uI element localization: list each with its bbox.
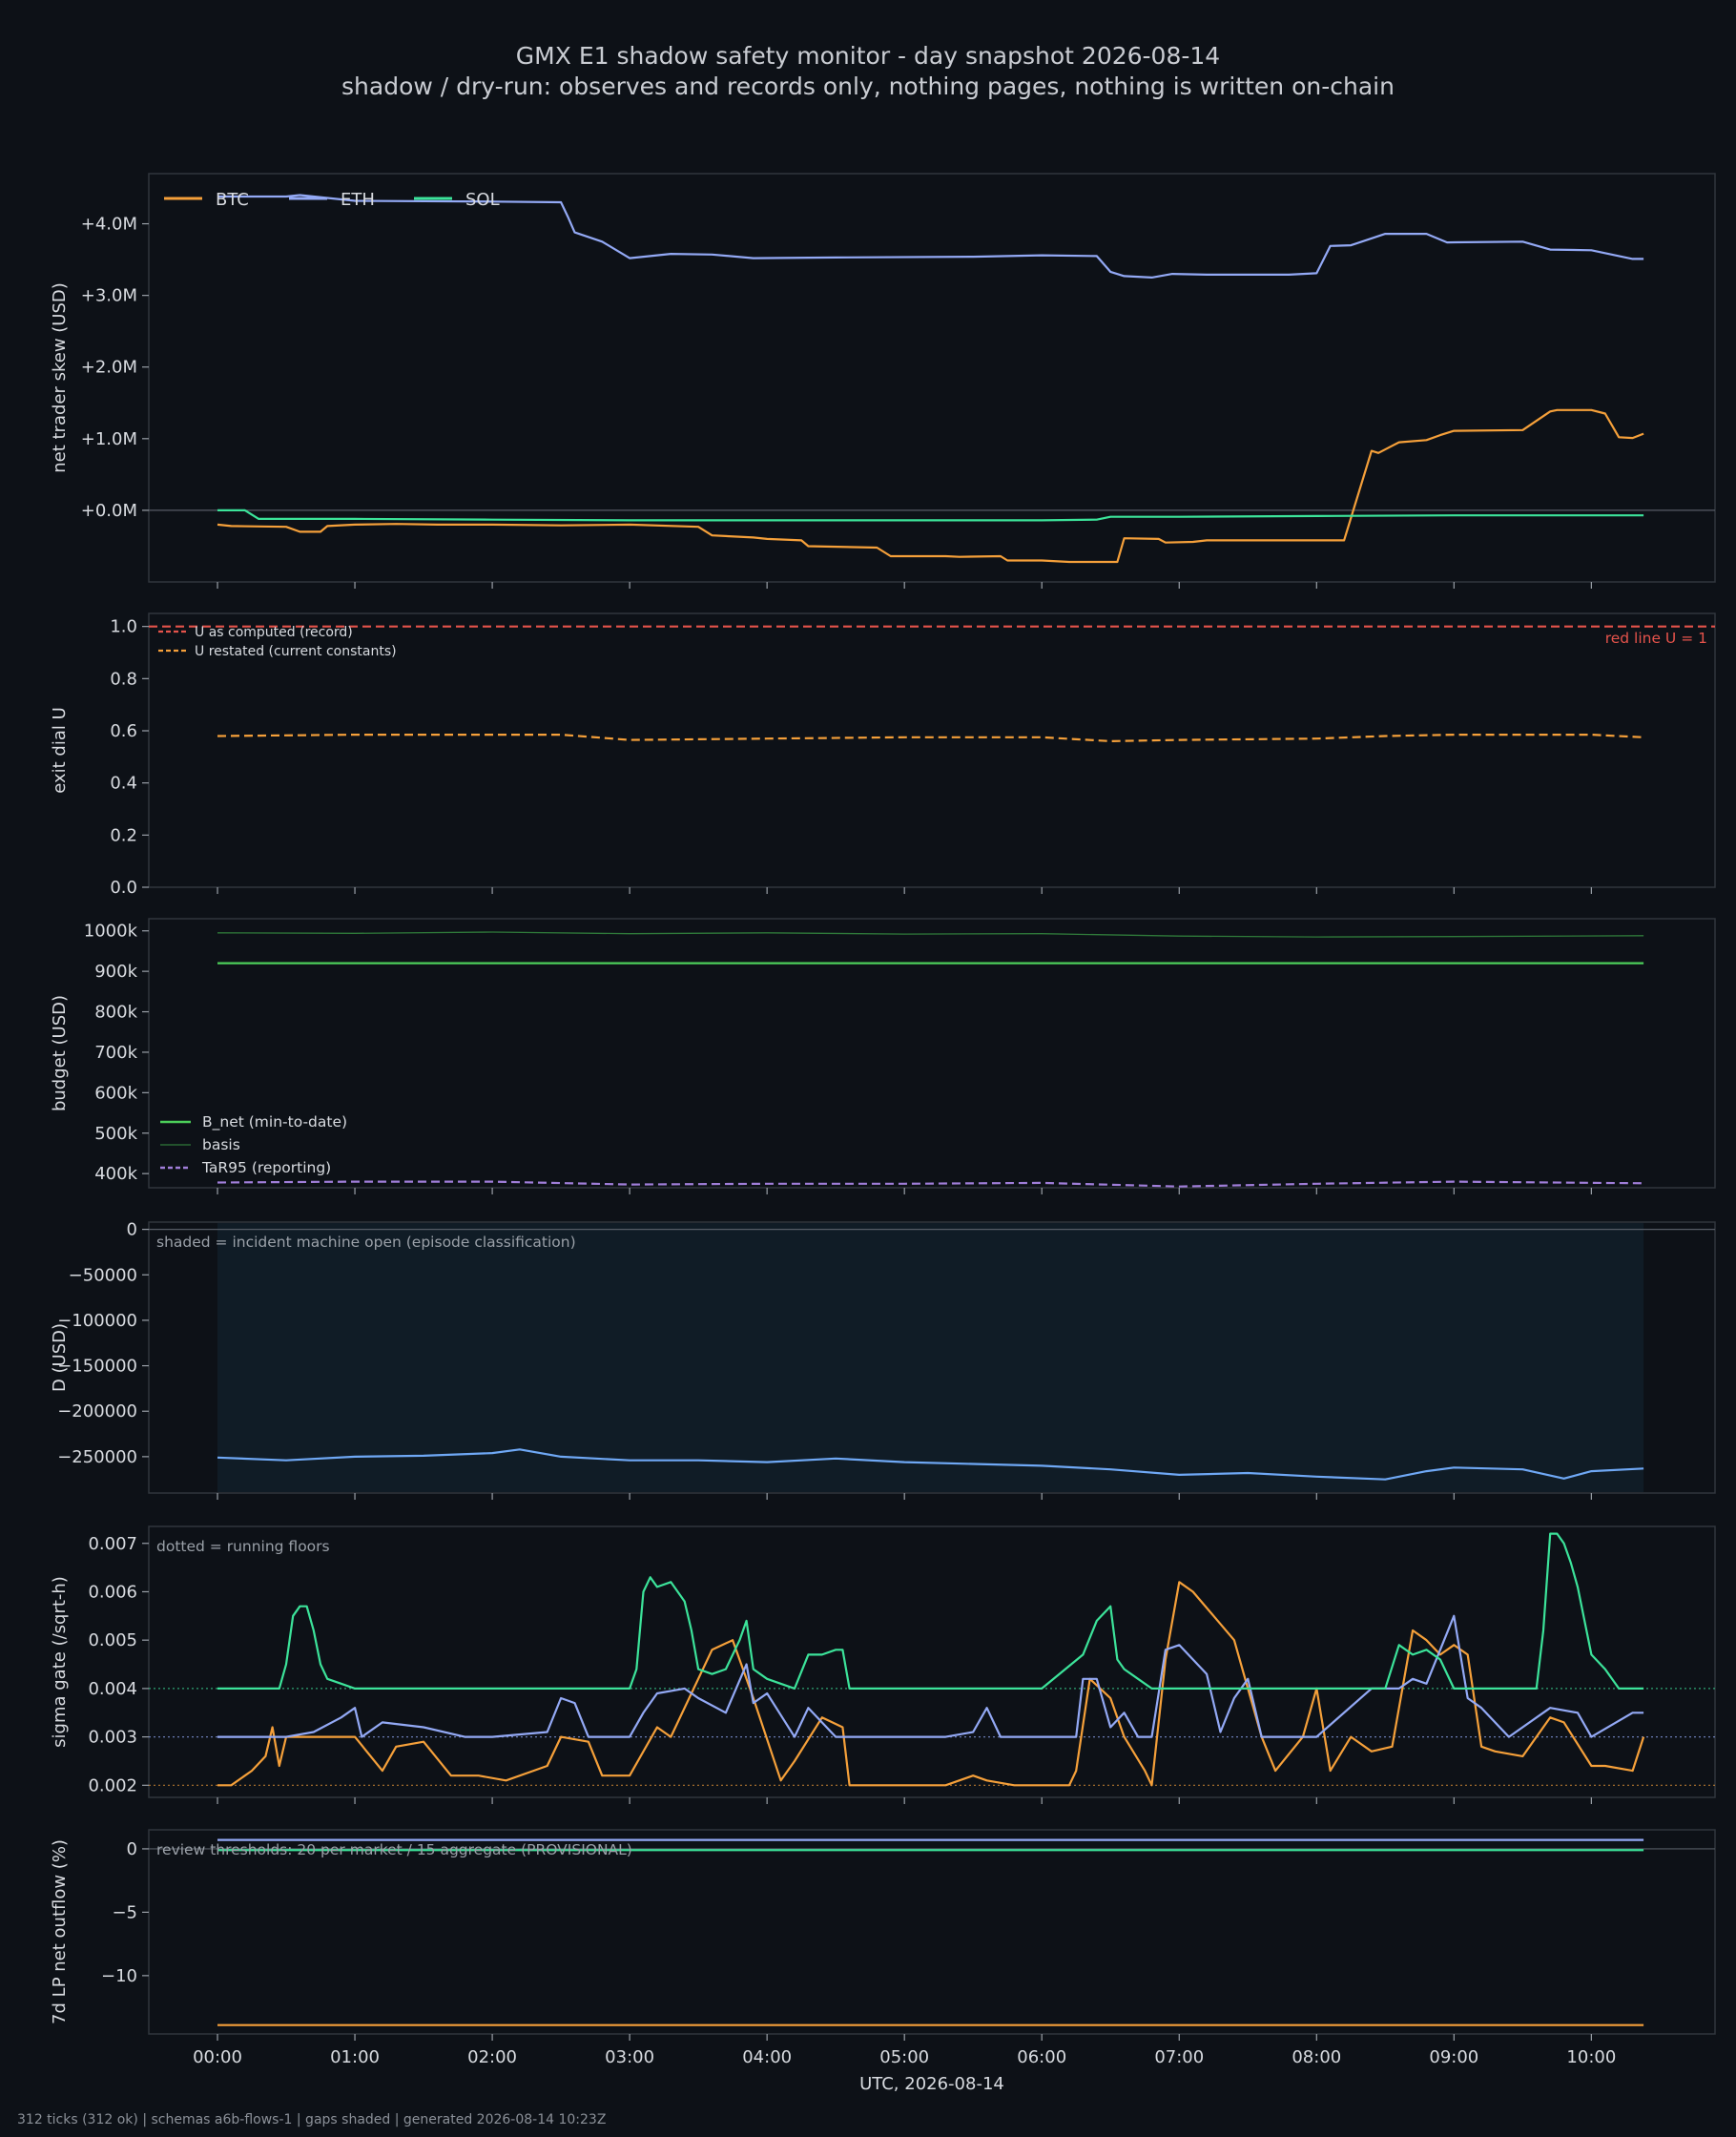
series-line-eth xyxy=(217,194,1644,279)
y-tick-label: +3.0M xyxy=(81,286,137,306)
y-tick-label: 800k xyxy=(94,1003,137,1023)
x-tick-label: 10:00 xyxy=(1566,2047,1616,2067)
x-tick-label: 05:00 xyxy=(879,2047,929,2067)
y-tick-label: −250000 xyxy=(57,1447,137,1467)
y-tick-label: 400k xyxy=(94,1164,137,1184)
legend-label: basis xyxy=(202,1136,240,1153)
x-tick-label: 08:00 xyxy=(1292,2047,1341,2067)
y-tick-label: −150000 xyxy=(57,1357,137,1377)
x-tick-label: 06:00 xyxy=(1017,2047,1066,2067)
y-tick-label: −5 xyxy=(112,1902,137,1922)
y-axis-label: budget (USD) xyxy=(50,995,70,1111)
footer-status: 312 ticks (312 ok) | schemas a6b-flows-1… xyxy=(17,2112,607,2127)
panel-note: shaded = incident machine open (episode … xyxy=(156,1234,576,1251)
x-tick-label: 04:00 xyxy=(742,2047,792,2067)
y-tick-label: 0.4 xyxy=(110,774,137,794)
y-axis-label: net trader skew (USD) xyxy=(50,282,70,473)
chart-subtitle: shadow / dry-run: observes and records o… xyxy=(341,73,1395,100)
y-tick-label: 0.2 xyxy=(110,825,137,845)
y-tick-label: −100000 xyxy=(57,1311,137,1331)
y-tick-label: +2.0M xyxy=(81,358,137,378)
panel-frame xyxy=(148,1525,1716,1798)
series-line-eth xyxy=(217,1614,1644,1738)
y-axis-label: exit dial U xyxy=(50,707,70,794)
shaded-region xyxy=(217,1223,1644,1492)
y-tick-label: +4.0M xyxy=(81,215,137,235)
series-line-btc xyxy=(217,1581,1645,1787)
panel-frame xyxy=(148,918,1716,1189)
panel-frame xyxy=(148,612,1716,888)
series-line-sol xyxy=(217,508,1644,522)
y-tick-label: 0 xyxy=(127,1220,137,1240)
legend-label: BTC xyxy=(216,190,249,210)
x-tick-label: 02:00 xyxy=(467,2047,517,2067)
y-tick-label: 0.005 xyxy=(88,1630,137,1650)
x-tick-label: 00:00 xyxy=(193,2047,242,2067)
y-tick-label: 0.0 xyxy=(110,878,137,898)
y-tick-label: 0.6 xyxy=(110,721,137,741)
panel-sigma: 0.002 0.003 0.004 0.005 0.006 0.007 sigma gate… xyxy=(50,1525,1716,1804)
y-tick-label: 1000k xyxy=(84,922,138,942)
panel-frame xyxy=(148,1829,1716,2035)
legend-label: TaR95 (reporting) xyxy=(201,1159,331,1176)
x-tick-label: 09:00 xyxy=(1429,2047,1478,2067)
panel-note: review thresholds: 20 per market / 15 ag… xyxy=(156,1841,632,1858)
y-tick-label: 0.002 xyxy=(88,1775,137,1795)
panel-note: dotted = running floors xyxy=(156,1538,330,1555)
y-axis-label: sigma gate (/sqrt-h) xyxy=(50,1576,70,1748)
series-line-tar95-reporting- xyxy=(217,1180,1644,1188)
y-tick-label: 0 xyxy=(127,1839,137,1859)
y-tick-label: 0.004 xyxy=(88,1679,137,1699)
y-tick-label: −50000 xyxy=(69,1265,137,1285)
legend-label: U restated (current constants) xyxy=(195,644,397,659)
series-line-sol xyxy=(217,1532,1644,1691)
x-tick-label: 07:00 xyxy=(1154,2047,1204,2067)
y-axis-label: 7d LP net outflow (%) xyxy=(50,1839,70,2024)
legend-label: ETH xyxy=(341,190,375,210)
y-tick-label: 700k xyxy=(94,1043,137,1063)
panel-budget: 400k 500k 600k 700k 800k 900k 1000k budget (USD… xyxy=(50,918,1716,1194)
y-tick-label: 500k xyxy=(94,1124,137,1144)
x-tick-label: 03:00 xyxy=(605,2047,654,2067)
y-tick-label: 0.003 xyxy=(88,1728,137,1748)
legend-label: U as computed (record) xyxy=(195,625,353,640)
y-tick-label: 0.007 xyxy=(88,1534,137,1554)
series-line-basis xyxy=(217,931,1644,938)
series-line-btc xyxy=(217,408,1644,564)
y-tick-label: 600k xyxy=(94,1083,137,1103)
y-tick-label: 0.8 xyxy=(110,669,137,689)
panel-d: 0 −50000 −100000 −150000 −200000 −250000 D (US… xyxy=(50,1220,1716,1500)
y-tick-label: +0.0M xyxy=(81,501,137,521)
chart-title: GMX E1 shadow safety monitor - day snaps… xyxy=(515,42,1221,70)
panel-outflow: 0 −5 −10 7d LP net outflow (%) review thresh… xyxy=(50,1829,1716,2041)
panel-exit: 0.0 0.2 0.4 0.6 0.8 1.0 exit dial U red line U … xyxy=(50,612,1716,898)
y-axis-label: D (USD) xyxy=(50,1323,70,1392)
y-tick-label: 900k xyxy=(94,962,137,982)
red-line-annotation: red line U = 1 xyxy=(1605,630,1707,647)
y-tick-label: −200000 xyxy=(57,1401,137,1421)
series-line-u-restated-current-constants- xyxy=(217,733,1644,743)
y-tick-label: 1.0 xyxy=(110,617,137,637)
x-axis-label: UTC, 2026-08-14 xyxy=(859,2074,1004,2094)
legend-label: B_net (min-to-date) xyxy=(202,1113,347,1131)
panel-skew: +0.0M +1.0M +2.0M +3.0M +4.0M net trader skew… xyxy=(50,173,1716,589)
x-tick-label: 01:00 xyxy=(330,2047,380,2067)
legend-label: SOL xyxy=(465,190,500,210)
y-tick-label: 0.006 xyxy=(88,1582,137,1602)
series-line-d xyxy=(217,1448,1644,1481)
y-tick-label: +1.0M xyxy=(81,429,137,449)
y-tick-label: −10 xyxy=(101,1966,137,1986)
